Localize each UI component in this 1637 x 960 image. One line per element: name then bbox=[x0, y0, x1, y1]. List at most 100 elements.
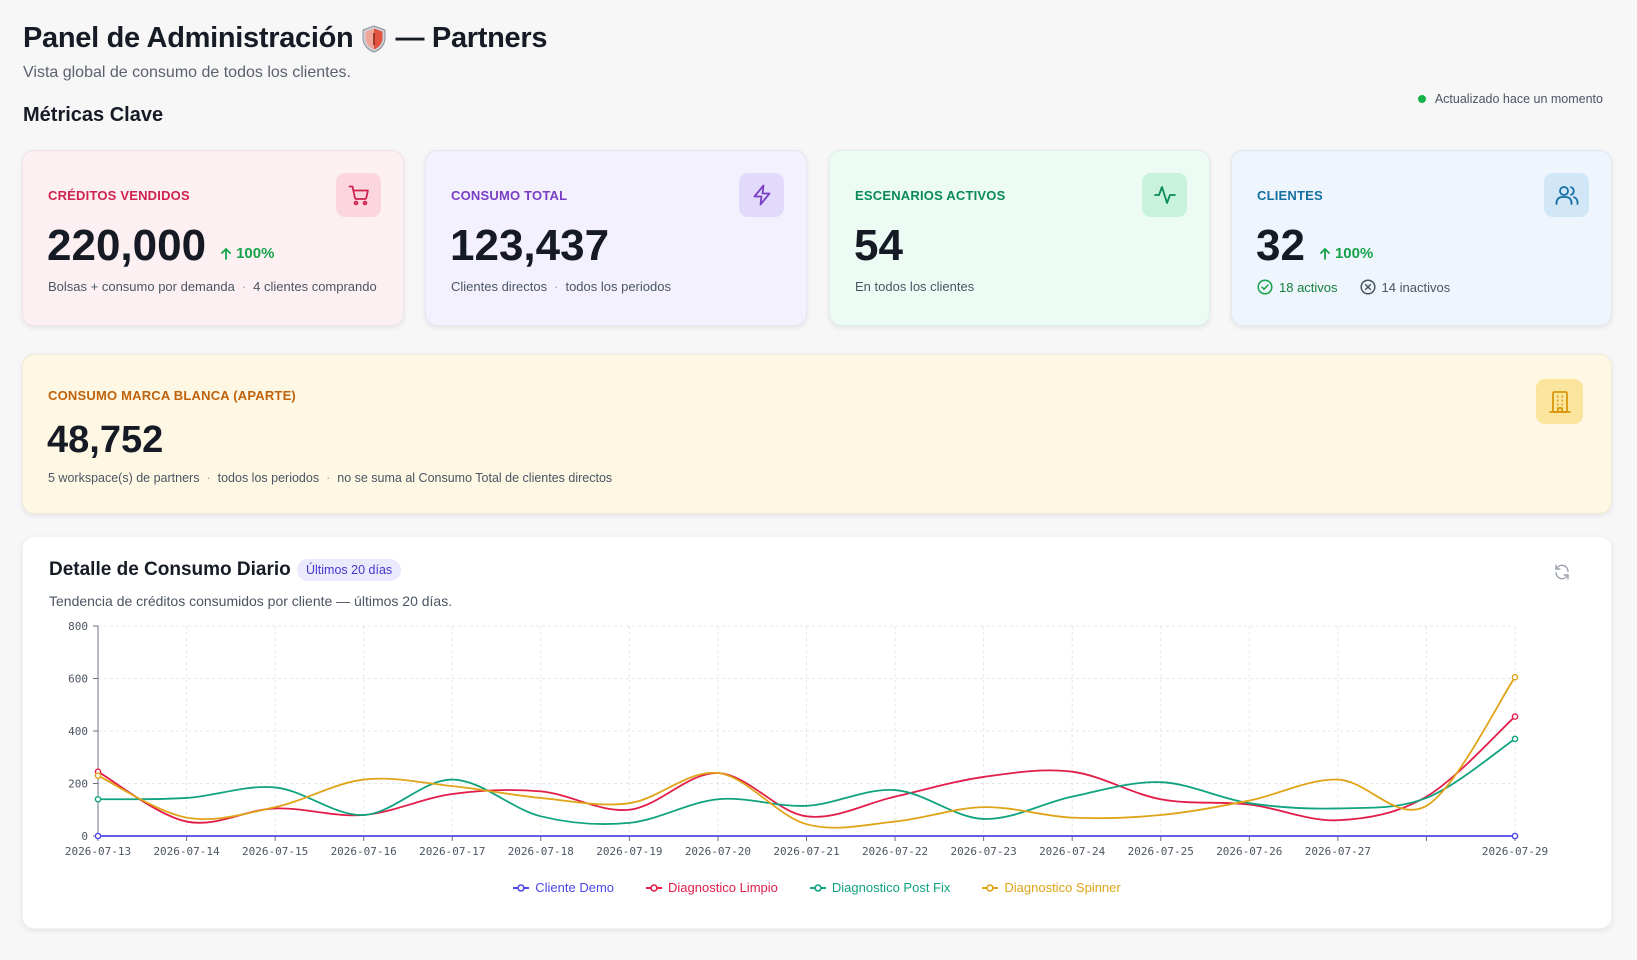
page-title-suffix: — Partners bbox=[395, 22, 548, 54]
status-indicator: Actualizado hace un momento bbox=[1417, 92, 1603, 106]
card-value-text: 48,752 bbox=[47, 419, 164, 461]
shield-icon bbox=[362, 24, 386, 53]
card-desc-a: Clientes directos bbox=[451, 279, 548, 294]
card-consumo-marca-blanca: CONSUMO MARCA BLANCA (APARTE) 48,752 5 w… bbox=[22, 354, 1612, 514]
refresh-button[interactable] bbox=[1551, 561, 1573, 583]
card-desc-a: Bolsas + consumo por demanda bbox=[48, 279, 235, 294]
card-value-text: 123,437 bbox=[450, 221, 610, 270]
data-point-diagnostico-limpio bbox=[1511, 713, 1519, 720]
trend-badge: 100% bbox=[220, 245, 274, 262]
check-circle-icon bbox=[1257, 279, 1273, 295]
page-title-text: Panel de Administración bbox=[23, 22, 354, 54]
card-label: CONSUMO MARCA BLANCA (APARTE) bbox=[48, 388, 296, 403]
cart-icon bbox=[336, 173, 381, 217]
legend-line-icon bbox=[513, 883, 530, 892]
card-desc-a: En todos los clientes bbox=[855, 279, 975, 294]
data-point-diagnostico-spinner bbox=[94, 772, 102, 779]
card-desc-c: no se suma al Consumo Total de clientes … bbox=[337, 471, 613, 485]
series-line-diagnostico-spinner bbox=[97, 676, 1516, 829]
card-consumo-total: CONSUMO TOTAL 123,437 Clientes directos … bbox=[425, 150, 807, 326]
card-label: CONSUMO TOTAL bbox=[451, 188, 568, 203]
separator-dot: · bbox=[241, 279, 247, 294]
page-subtitle: Vista global de consumo de todos los cli… bbox=[23, 64, 351, 81]
data-point-cliente-demo bbox=[94, 832, 102, 840]
period-badge: Últimos 20 días bbox=[297, 559, 402, 581]
trend-text: 100% bbox=[1334, 245, 1374, 262]
card-description: 5 workspace(s) de partners · todos los p… bbox=[48, 471, 612, 485]
y-tick-label: 200 bbox=[68, 778, 88, 791]
card-clientes: CLIENTES 32 100% 18 activos 14 inactivos bbox=[1231, 150, 1612, 326]
card-label: ESCENARIOS ACTIVOS bbox=[855, 188, 1006, 203]
x-tick-label: 2026-07-26 bbox=[1216, 845, 1282, 858]
y-tick-label: 800 bbox=[68, 620, 88, 633]
users-icon bbox=[1544, 173, 1589, 217]
card-desc-b: 4 clientes comprando bbox=[253, 279, 377, 294]
chart-subtitle: Tendencia de créditos consumidos por cli… bbox=[49, 593, 453, 609]
inactive-clients-text: 14 inactivos bbox=[1381, 279, 1451, 295]
legend-label: Diagnostico Post Fix bbox=[831, 880, 951, 895]
separator-dot: · bbox=[206, 471, 211, 485]
card-value-text: 220,000 bbox=[47, 221, 207, 270]
x-tick-label: 2026-07-15 bbox=[242, 845, 308, 858]
x-tick-label: 2026-07-21 bbox=[773, 845, 839, 858]
card-value-text: 32 bbox=[1256, 221, 1305, 270]
page-title: Panel de Administración — Partners bbox=[23, 22, 547, 55]
card-desc-b: todos los periodos bbox=[565, 279, 671, 294]
x-tick-label: 2026-07-29 bbox=[1482, 845, 1548, 858]
legend-item[interactable]: Diagnostico Limpio bbox=[646, 880, 778, 895]
data-point-diagnostico-post-fix bbox=[94, 795, 102, 803]
legend-line-icon bbox=[982, 883, 999, 892]
y-tick-label: 600 bbox=[68, 673, 88, 686]
status-text: Actualizado hace un momento bbox=[1434, 92, 1603, 106]
daily-consumption-chart: 0 200 400 600 800 2026-07-13 2026-07-14 2026-07… bbox=[65, 620, 1548, 858]
x-circle-icon bbox=[1359, 279, 1376, 295]
x-tick-label: 2026-07-24 bbox=[1039, 845, 1106, 858]
active-clients: 18 activos bbox=[1257, 279, 1338, 295]
card-desc-b: todos los periodos bbox=[217, 471, 320, 485]
series-line-diagnostico-post-fix bbox=[97, 738, 1516, 825]
chart-legend: Cliente Demo Diagnostico Limpio Diagnostic… bbox=[23, 880, 1611, 895]
card-label: CRÉDITOS VENDIDOS bbox=[48, 188, 190, 203]
daily-consumption-panel: 0 200 400 600 800 2026-07-13 2026-07-14 2026-07… bbox=[22, 536, 1612, 929]
series-line-diagnostico-limpio bbox=[97, 715, 1516, 824]
x-tick-label: 2026-07-16 bbox=[331, 845, 397, 858]
x-tick-label: 2026-07-22 bbox=[862, 845, 928, 858]
legend-label: Diagnostico Spinner bbox=[1004, 880, 1121, 895]
card-value-text: 54 bbox=[854, 221, 903, 270]
y-tick-label: 0 bbox=[81, 830, 88, 843]
activity-icon bbox=[1142, 173, 1187, 217]
card-creditos-vendidos: CRÉDITOS VENDIDOS 220,000 100% Bolsas + … bbox=[22, 150, 404, 326]
x-tick-label: 2026-07-25 bbox=[1128, 845, 1194, 858]
legend-label: Cliente Demo bbox=[535, 880, 615, 895]
y-tick-label: 400 bbox=[68, 725, 88, 738]
card-value: 48,752 bbox=[47, 419, 163, 462]
x-tick-label: 2026-07-23 bbox=[951, 845, 1017, 858]
building-icon bbox=[1536, 379, 1583, 424]
separator-dot: · bbox=[326, 471, 331, 485]
legend-item[interactable]: Diagnostico Spinner bbox=[982, 880, 1121, 895]
trend-text: 100% bbox=[236, 245, 275, 262]
card-desc-a: 5 workspace(s) de partners bbox=[48, 471, 200, 485]
legend-item[interactable]: Cliente Demo bbox=[513, 880, 614, 895]
x-tick-label: 2026-07-20 bbox=[685, 845, 751, 858]
x-tick-label: 2026-07-27 bbox=[1305, 845, 1371, 858]
card-value: 123,437 bbox=[450, 221, 609, 271]
x-tick-label: 2026-07-13 bbox=[65, 845, 131, 858]
arrow-up-icon bbox=[221, 247, 231, 260]
card-description: Bolsas + consumo por demanda · 4 cliente… bbox=[48, 279, 377, 294]
card-value: 32 100% bbox=[1256, 221, 1373, 271]
card-description: Clientes directos · todos los periodos bbox=[451, 279, 671, 294]
separator-dot: · bbox=[554, 279, 559, 294]
card-label: CLIENTES bbox=[1257, 188, 1323, 203]
active-clients-text: 18 activos bbox=[1279, 279, 1338, 295]
legend-item[interactable]: Diagnostico Post Fix bbox=[809, 880, 951, 895]
x-tick-label: 2026-07-19 bbox=[596, 845, 662, 858]
x-tick-label: 2026-07-17 bbox=[419, 845, 485, 858]
card-escenarios-activos: ESCENARIOS ACTIVOS 54 En todos los clien… bbox=[829, 150, 1210, 326]
legend-label: Diagnostico Limpio bbox=[668, 880, 778, 895]
card-description: 18 activos 14 inactivos bbox=[1257, 279, 1450, 295]
inactive-clients: 14 inactivos bbox=[1359, 279, 1451, 295]
status-dot-icon bbox=[1417, 95, 1426, 103]
legend-line-icon bbox=[646, 883, 663, 892]
section-title: Métricas Clave bbox=[23, 104, 164, 126]
